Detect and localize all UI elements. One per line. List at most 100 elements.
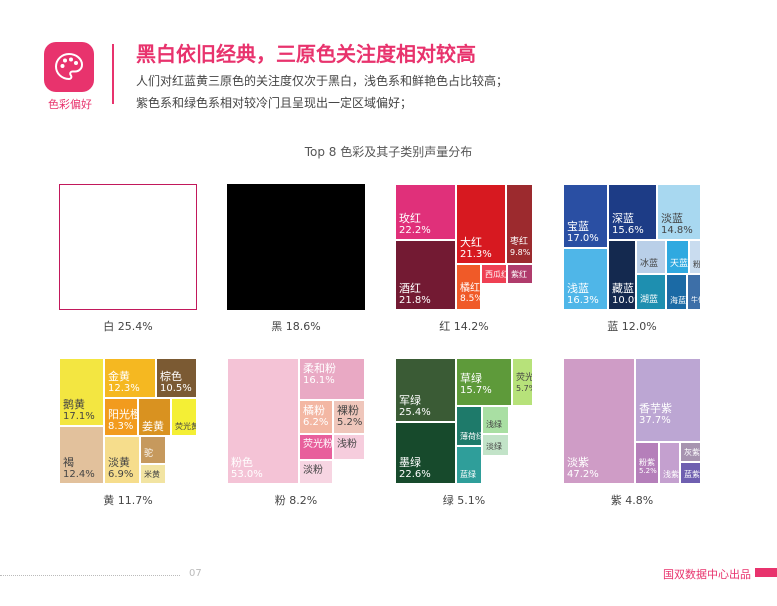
cell-value: 22.2%: [399, 225, 431, 236]
caption-share: 11.7%: [117, 494, 153, 507]
caption-share: 5.1%: [457, 494, 486, 507]
cell-姜黄: 姜黄: [138, 398, 171, 436]
cell-label: 淡黄: [108, 456, 130, 469]
caption-pink: 粉 8.2%: [227, 492, 365, 508]
caption-share: 12.0%: [621, 320, 657, 333]
cell-label: 棕色: [160, 370, 182, 383]
cell-裸粉: 裸粉 5.2%: [333, 400, 365, 434]
cell-label: 橘红: [460, 283, 480, 294]
cell-荧光绿: 荧光绿5.7%: [512, 358, 533, 406]
cell-value: 14.8%: [661, 225, 693, 236]
treemap-black: [227, 184, 365, 310]
badge-label: 色彩偏好: [48, 98, 92, 111]
cell-label: 橘粉: [303, 404, 325, 417]
cell-浅蓝: 浅蓝 16.3%: [563, 248, 608, 310]
cell-value: 16.1%: [303, 375, 335, 386]
cell-value: 21.3%: [460, 249, 492, 260]
cell-橘粉: 橘粉 6.2%: [299, 400, 333, 434]
cell-label: 蓝绿: [460, 470, 476, 479]
cell-label: 淡粉: [303, 465, 323, 476]
caption-share: 25.4%: [117, 320, 153, 333]
cell-value: 5.2%: [337, 417, 363, 428]
cell-海蓝: 海蓝: [666, 274, 687, 310]
cell-棕色: 棕色 10.5%: [156, 358, 197, 398]
caption-share: 4.8%: [625, 494, 654, 507]
cell-荧光黄: 荧光黄: [171, 398, 197, 436]
cell-淡紫: 淡紫 47.2%: [563, 358, 635, 484]
cell-label: 阳光橙: [108, 408, 138, 421]
treemap-yellow: 鹅黄 17.1% 金黄 12.3% 棕色 10.5% 阳光橙 8.3% 姜黄 荧光黄褐 12.4% 淡…: [59, 358, 197, 484]
cell-label: 浅粉: [337, 439, 357, 450]
cell-宝蓝: 宝蓝 17.0%: [563, 184, 608, 248]
cell-阳光橙: 阳光橙 8.3%: [104, 398, 138, 436]
cell-label: 蓝紫: [684, 470, 700, 479]
treemap-purple: 淡紫 47.2% 香芋紫 37.7% 粉紫 5.2% 浅紫 灰紫 蓝紫: [563, 358, 701, 484]
cell-value: 10.0%: [612, 295, 635, 306]
caption-share: 8.2%: [289, 494, 318, 507]
cell-深蓝: 深蓝 15.6%: [608, 184, 657, 240]
cell-label: 淡紫: [567, 456, 589, 469]
cell-label: 海蓝: [670, 296, 686, 305]
cell-label: 藏蓝: [612, 282, 634, 295]
cell-淡黄: 淡黄 6.9%: [104, 436, 140, 484]
caption-purple: 紫 4.8%: [563, 492, 701, 508]
cell-枣红: 枣红 9.8%: [506, 184, 533, 264]
cell-label: 薄荷绿: [460, 432, 482, 441]
cell-薄荷绿: 薄荷绿: [456, 406, 482, 446]
caption-name: 白: [103, 320, 115, 333]
cell-value: 16.3%: [567, 295, 599, 306]
cell-value: 8.3%: [108, 421, 134, 432]
cell-label: 粉蓝: [693, 260, 701, 269]
cell-label: 湖蓝: [640, 295, 659, 305]
cell-紫红: 紫红: [507, 264, 533, 284]
caption-name: 粉: [274, 494, 286, 507]
cell-label: 天蓝: [670, 259, 689, 269]
cell-湖蓝: 湖蓝: [636, 274, 666, 310]
palette-badge: [44, 42, 94, 92]
cell-label: 米黄: [144, 470, 160, 479]
cell-草绿: 草绿 15.7%: [456, 358, 512, 406]
cell-天蓝: 天蓝: [666, 240, 689, 274]
cell-label: 荧光绿: [516, 373, 532, 383]
cell-label: 荧光黄: [175, 422, 197, 431]
cell-value: 10.5%: [160, 383, 192, 394]
caption-name: 红: [439, 320, 451, 333]
cell-label: 牛仔蓝: [691, 296, 700, 304]
cell-label: 香芋紫: [639, 402, 672, 415]
cell-value: 9.8%: [510, 248, 531, 257]
treemap-white: [59, 184, 197, 310]
caption-name: 黑: [271, 320, 283, 333]
cell-value: 22.6%: [399, 469, 431, 480]
cell-label: 西瓜红: [485, 270, 507, 279]
cell-value: 5.2%: [639, 467, 657, 475]
cell-米黄: 米黄: [140, 464, 166, 484]
cell-value: 6.9%: [108, 469, 134, 480]
caption-name: 蓝: [607, 320, 619, 333]
cell-value: 47.2%: [567, 469, 599, 480]
cell-value: 12.3%: [108, 383, 140, 394]
cell-浅绿: 浅绿: [482, 406, 509, 434]
cell-value: 21.8%: [399, 295, 431, 306]
cell-value: 17.0%: [567, 233, 599, 244]
chart-title: Top 8 色彩及其子类别声量分布: [304, 145, 473, 159]
cell-鹅黄: 鹅黄 17.1%: [59, 358, 104, 426]
cell-大红: 大红 21.3%: [456, 184, 506, 264]
cell-冰蓝: 冰蓝: [636, 240, 666, 274]
cell-浅紫: 浅紫: [659, 442, 680, 484]
caption-name: 黄: [103, 494, 115, 507]
cell-value: 8.5%: [460, 294, 481, 304]
cell-粉蓝: 粉蓝: [689, 240, 701, 274]
cell-value: 15.7%: [460, 385, 492, 396]
cell-西瓜红: 西瓜红: [481, 264, 507, 284]
brand-bar: [755, 568, 777, 577]
caption-name: 紫: [610, 494, 622, 507]
cell-label: 玫红: [399, 212, 421, 225]
cell-value: 6.2%: [303, 417, 329, 428]
cell-value: 15.6%: [612, 225, 644, 236]
cell-淡蓝: 淡蓝 14.8%: [657, 184, 701, 240]
cell-value: 25.4%: [399, 407, 431, 418]
cell-粉紫: 粉紫 5.2%: [635, 442, 659, 484]
palette-icon: [54, 52, 84, 81]
cell-label: 柔和粉: [303, 362, 336, 375]
